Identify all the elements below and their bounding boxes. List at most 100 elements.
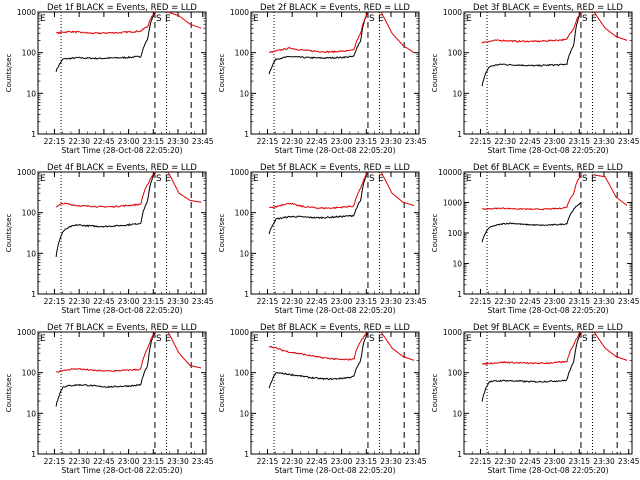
y-tick-label: 10 <box>452 89 462 98</box>
x-tick-label: 22:45 <box>93 137 115 146</box>
x-tick-label: 23:30 <box>380 137 402 146</box>
x-tick-label: 23:45 <box>618 457 640 466</box>
y-tick-label: 1000 <box>17 8 36 17</box>
y-tick-label: 1 <box>244 130 249 139</box>
marker-label-e: E <box>253 334 259 344</box>
x-axis-label: Start Time (28-Oct-08 22:05:20) <box>487 466 608 475</box>
x-tick-label: 22:45 <box>306 297 328 306</box>
marker-label-e2: E <box>165 174 171 184</box>
x-tick-label: 22:30 <box>494 137 516 146</box>
y-tick-label: 1 <box>244 290 249 299</box>
y-tick-label: 10 <box>239 89 249 98</box>
y-tick-label: 1000 <box>230 328 249 337</box>
series-line-events <box>55 171 156 258</box>
y-axis-label: Counts/sec <box>218 214 226 253</box>
x-tick-label: 23:15 <box>142 137 164 146</box>
y-tick-label: 1000 <box>230 168 249 177</box>
x-tick-label: 22:30 <box>281 297 303 306</box>
x-tick-label: 22:30 <box>68 297 90 306</box>
x-tick-label: 22:45 <box>306 457 328 466</box>
chart-title: Det 2f BLACK = Events, RED = LLD <box>260 3 410 13</box>
marker-label-e2: E <box>165 334 171 344</box>
y-axis-label: Counts/sec <box>218 54 226 93</box>
y-tick-label: 10 <box>26 89 36 98</box>
y-tick-label: 1000 <box>17 168 36 177</box>
y-tick-label: 100 <box>22 49 37 58</box>
series-line-lld <box>481 11 582 44</box>
x-tick-label: 22:30 <box>68 137 90 146</box>
series-line-lld <box>482 331 582 366</box>
y-tick-label: 1000 <box>443 199 462 208</box>
x-axis-label: Start Time (28-Oct-08 22:05:20) <box>274 466 395 475</box>
x-tick-label: 23:15 <box>355 297 377 306</box>
y-tick-label: 100 <box>22 209 37 218</box>
series-tail-lld <box>380 11 415 54</box>
marker-label-e2: E <box>378 334 384 344</box>
x-tick-label: 22:30 <box>281 137 303 146</box>
plot-frame <box>250 11 420 135</box>
plot-frame <box>463 171 633 295</box>
x-tick-label: 23:45 <box>618 137 640 146</box>
series-tail-lld <box>380 171 415 206</box>
chart-panel-9: Det 9f BLACK = Events, RED = LLD 1 10 100 10… <box>431 323 640 475</box>
series-line-events <box>268 171 369 235</box>
marker-label-e2: E <box>591 334 597 344</box>
x-tick-label: 23:00 <box>118 137 140 146</box>
y-tick-label: 100 <box>22 369 37 378</box>
series-line-lld <box>481 174 582 211</box>
y-tick-label: 100 <box>448 369 463 378</box>
plot-frame <box>37 171 207 295</box>
series-tail-lld <box>593 331 628 361</box>
y-tick-label: 1 <box>31 130 36 139</box>
x-tick-label: 23:15 <box>568 137 590 146</box>
marker-label-e2: E <box>591 14 597 24</box>
marker-label-e: E <box>40 174 46 184</box>
x-tick-label: 22:15 <box>470 137 492 146</box>
x-tick-label: 23:45 <box>192 457 214 466</box>
series-line-lld <box>56 331 156 373</box>
y-tick-label: 10 <box>26 249 36 258</box>
y-tick-label: 100 <box>235 49 250 58</box>
marker-label-s: S <box>582 174 588 184</box>
chart-title: Det 5f BLACK = Events, RED = LLD <box>260 163 410 173</box>
x-tick-label: 23:15 <box>142 457 164 466</box>
x-tick-label: 22:15 <box>470 457 492 466</box>
plot-frame <box>250 331 420 455</box>
chart-panel-1: Det 1f BLACK = Events, RED = LLD 1 10 100 10… <box>5 3 214 155</box>
x-tick-label: 23:30 <box>593 457 615 466</box>
chart-title: Det 1f BLACK = Events, RED = LLD <box>47 3 197 13</box>
series-line-events <box>481 331 582 402</box>
x-tick-label: 23:30 <box>380 297 402 306</box>
y-axis-label: Counts/sec <box>431 374 439 413</box>
x-tick-label: 23:45 <box>618 297 640 306</box>
x-tick-label: 23:45 <box>405 137 427 146</box>
series-tail-lld <box>594 174 628 206</box>
x-tick-label: 23:15 <box>142 297 164 306</box>
chart-title: Det 6f BLACK = Events, RED = LLD <box>473 163 623 173</box>
marker-label-e: E <box>253 14 259 24</box>
marker-label-e: E <box>253 174 259 184</box>
series-line-events <box>55 11 156 73</box>
x-axis-label: Start Time (28-Oct-08 22:05:20) <box>274 146 395 155</box>
x-tick-label: 23:00 <box>331 457 353 466</box>
y-tick-label: 1 <box>244 450 249 459</box>
y-axis-label: Counts/sec <box>5 54 13 93</box>
y-tick-label: 1000 <box>17 328 36 337</box>
x-tick-label: 23:00 <box>118 457 140 466</box>
chart-panel-5: Det 5f BLACK = Events, RED = LLD 1 10 100 10… <box>218 163 427 315</box>
x-tick-label: 22:30 <box>494 457 516 466</box>
chart-title: Det 8f BLACK = Events, RED = LLD <box>260 323 410 333</box>
marker-label-e2: E <box>591 174 597 184</box>
marker-label-e: E <box>40 334 46 344</box>
series-line-events <box>268 11 369 75</box>
x-axis-label: Start Time (28-Oct-08 22:05:20) <box>487 146 608 155</box>
x-tick-label: 23:15 <box>568 297 590 306</box>
plot-frame <box>250 171 420 295</box>
x-axis-label: Start Time (28-Oct-08 22:05:20) <box>61 146 182 155</box>
marker-label-s: S <box>369 174 375 184</box>
x-tick-label: 22:30 <box>494 297 516 306</box>
x-tick-label: 22:15 <box>257 457 279 466</box>
x-tick-label: 23:00 <box>544 137 566 146</box>
x-tick-label: 23:00 <box>544 457 566 466</box>
x-tick-label: 23:15 <box>355 137 377 146</box>
